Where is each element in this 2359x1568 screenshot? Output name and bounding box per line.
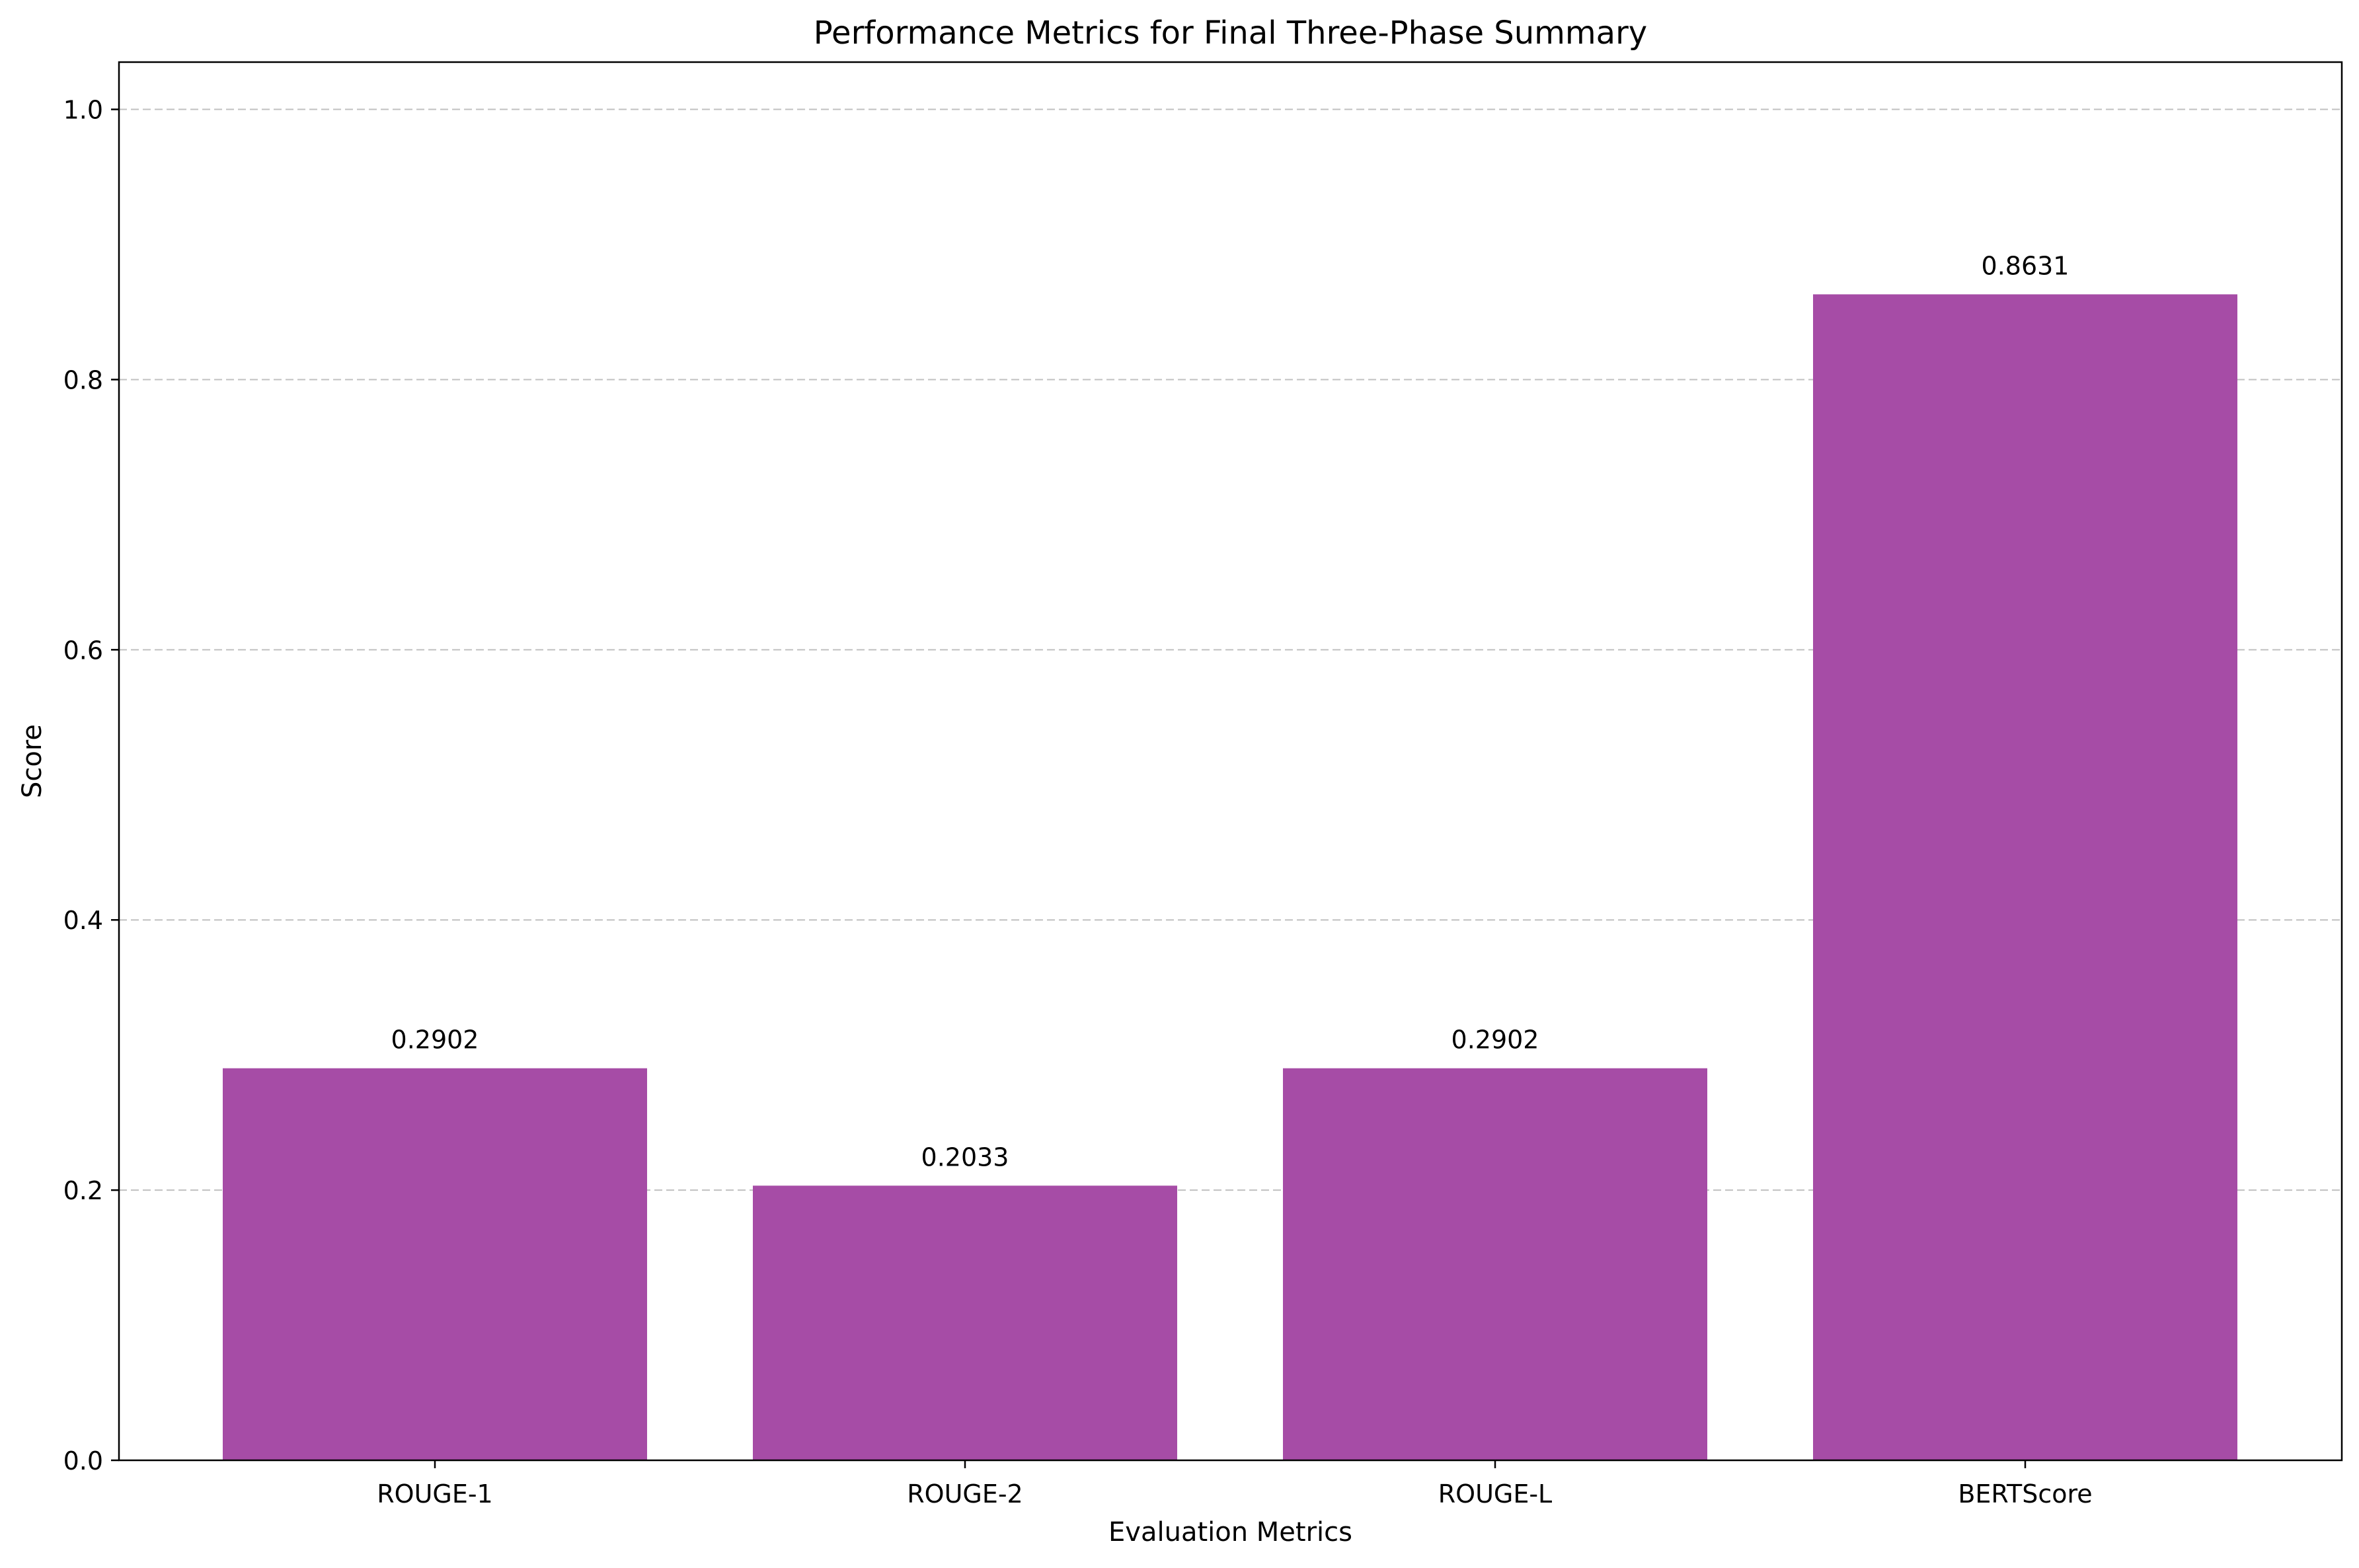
y-tick-label: 0.2 (63, 1176, 103, 1205)
bar-value-label: 0.8631 (1982, 251, 2069, 280)
bars (223, 294, 2237, 1461)
y-tick-label: 0.6 (63, 636, 103, 665)
bar-rouge-2 (753, 1185, 1177, 1460)
bar-value-label: 0.2902 (1451, 1026, 1539, 1055)
y-tick-label: 0.4 (63, 906, 103, 935)
x-axis-label: Evaluation Metrics (1108, 1517, 1352, 1548)
y-axis-ticks: 0.0 0.2 0.4 0.6 0.8 1.0 (63, 96, 119, 1475)
y-axis-label: Score (17, 724, 48, 798)
y-tick-label: 0.8 (63, 365, 103, 394)
x-axis-ticks: ROUGE-1 ROUGE-2 ROUGE-L BERTScore (377, 1460, 2093, 1509)
x-tick-label: ROUGE-L (1438, 1479, 1552, 1509)
bar-value-labels: 0.2902 0.2033 0.2902 0.8631 (391, 251, 2069, 1172)
bar-value-label: 0.2033 (921, 1142, 1009, 1172)
x-tick-label: BERTScore (1958, 1479, 2092, 1509)
bar-rouge-1 (223, 1068, 647, 1460)
y-tick-label: 1.0 (63, 96, 103, 125)
x-tick-label: ROUGE-1 (377, 1479, 492, 1509)
bar-bertscore (1813, 294, 2237, 1461)
x-tick-label: ROUGE-2 (907, 1479, 1023, 1509)
plot-frame (118, 61, 2343, 1462)
bar-rouge-l (1283, 1068, 1707, 1460)
y-tick-label: 0.0 (63, 1446, 103, 1475)
chart-title: Performance Metrics for Final Three-Phas… (814, 15, 1647, 52)
bar-value-label: 0.2902 (391, 1026, 479, 1055)
